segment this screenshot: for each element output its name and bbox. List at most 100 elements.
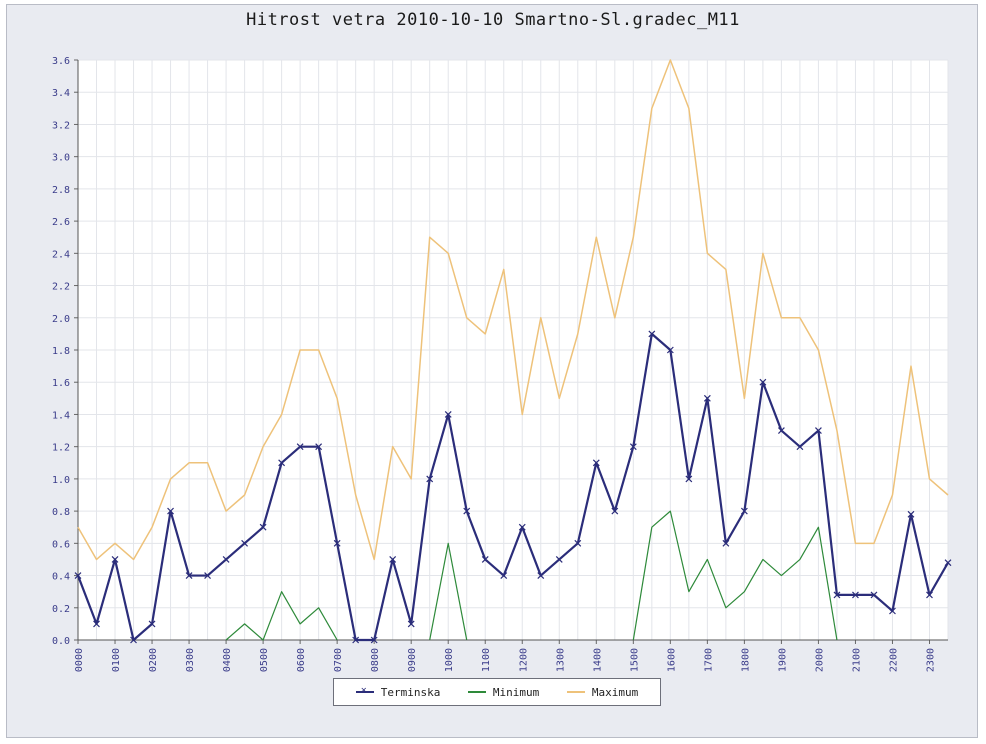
data-point-terminska: [703, 394, 711, 402]
y-tick-label: 0.2: [52, 604, 70, 615]
x-tick-label: 2100: [851, 648, 862, 672]
x-tick-label: 1600: [666, 648, 677, 672]
data-point-terminska: [481, 556, 489, 563]
x-tick-label: 0500: [259, 648, 270, 672]
data-point-terminska: [796, 443, 804, 451]
y-tick-label: 2.0: [52, 314, 70, 325]
x-tick-label: 0900: [407, 648, 418, 672]
y-tick-label: 0.6: [52, 539, 70, 550]
y-tick-label: 2.4: [52, 249, 70, 260]
y-tick-label: 3.4: [52, 88, 70, 99]
y-tick-label: 0.4: [52, 572, 70, 583]
data-point-terminska: [222, 556, 230, 563]
data-point-terminska: [518, 523, 526, 531]
data-point-terminska: [444, 411, 452, 418]
y-tick-label: 2.6: [52, 217, 70, 228]
series-line-minimum: [632, 510, 838, 641]
data-point-terminska: [259, 523, 267, 531]
data-point-terminska: [185, 572, 193, 579]
data-point-terminska: [93, 620, 100, 628]
y-tick-label: 1.0: [52, 475, 70, 486]
data-point-terminska: [759, 378, 767, 386]
data-point-terminska: [130, 636, 137, 644]
data-point-terminska: [833, 591, 841, 599]
data-point-terminska: [870, 591, 878, 599]
legend-item-maximum: Maximum: [566, 685, 639, 699]
data-point-terminska: [296, 443, 304, 451]
legend-label-minimum: Minimum: [492, 685, 540, 699]
legend-swatch-maximum: [566, 691, 585, 693]
y-tick-label: 1.6: [52, 378, 70, 389]
x-tick-label: 2000: [814, 648, 825, 672]
data-point-terminska: [537, 572, 545, 579]
y-tick-label: 2.2: [52, 282, 70, 293]
data-point-terminska: [167, 507, 174, 515]
y-tick-label: 0.8: [52, 507, 70, 518]
series-line-minimum: [225, 591, 338, 641]
x-tick-label: 1300: [555, 648, 566, 672]
y-tick-label: 3.2: [52, 120, 70, 131]
x-tick-label: 1800: [740, 648, 751, 672]
series-line-maximum: [77, 59, 949, 561]
data-point-terminska: [740, 507, 748, 515]
x-tick-label: 2300: [925, 648, 936, 672]
data-point-terminska: [852, 591, 859, 599]
data-point-terminska: [278, 459, 286, 467]
data-point-terminska: [629, 443, 637, 451]
data-point-terminska: [74, 572, 82, 579]
legend-label-terminska: Terminska: [380, 685, 441, 699]
x-tick-label: 1500: [629, 648, 640, 672]
y-tick-label: 0.0: [52, 636, 70, 647]
y-tick-label: 1.8: [52, 346, 70, 357]
x-tick-label: 1400: [592, 648, 603, 672]
data-point-terminska: [889, 607, 896, 615]
x-tick-label: 0400: [222, 648, 233, 672]
legend-swatch-minimum: [467, 691, 486, 693]
data-point-terminska: [666, 346, 674, 354]
data-point-terminska: [685, 475, 693, 483]
x-tick-label: 0000: [74, 648, 85, 672]
data-point-terminska: [815, 427, 822, 434]
data-point-terminska: [555, 556, 563, 563]
data-point-terminska: [574, 539, 582, 547]
data-point-terminska: [944, 559, 952, 567]
series-lines: [74, 59, 952, 644]
x-tick-label: 0100: [111, 648, 122, 672]
legend-item-minimum: Minimum: [467, 685, 540, 699]
data-point-terminska: [426, 475, 434, 483]
data-point-terminska: [907, 510, 915, 518]
x-tick-label: 2200: [888, 648, 899, 672]
x-tick-label: 1900: [777, 648, 788, 672]
data-point-terminska: [611, 507, 619, 515]
data-point-terminska: [370, 636, 378, 644]
data-point-terminska: [777, 427, 785, 434]
y-tick-label: 3.6: [52, 56, 70, 67]
data-point-terminska: [463, 507, 471, 515]
data-point-terminska: [500, 572, 508, 579]
legend: × Terminska Minimum Maximum: [333, 678, 661, 706]
y-tick-label: 1.2: [52, 443, 70, 454]
x-tick-label: 1000: [444, 648, 455, 672]
data-point-terminska: [389, 556, 397, 563]
y-tick-label: 2.8: [52, 185, 70, 196]
legend-label-maximum: Maximum: [591, 685, 639, 699]
data-point-terminska: [926, 591, 933, 599]
data-point-terminska: [241, 539, 249, 547]
data-point-terminska: [592, 459, 600, 467]
data-point-terminska: [352, 636, 360, 644]
axes: 0.0 0.2 0.4 0.6 0.8 1.0 1.2 1.4 1.6 1.8 2.0 2.2 2.4 2…: [52, 56, 948, 672]
data-point-terminska: [315, 443, 323, 451]
series-line-minimum: [429, 542, 468, 641]
x-tick-label: 0700: [333, 648, 344, 672]
data-point-terminska: [407, 620, 415, 628]
x-tick-label: 1200: [518, 648, 529, 672]
chart-title: Hitrost vetra 2010-10-10 Smartno-Sl.grad…: [246, 10, 740, 30]
x-tick-label: 1100: [481, 648, 492, 672]
x-tick-label: 1700: [703, 648, 714, 672]
x-tick-label: 0300: [185, 648, 196, 672]
data-point-terminska: [722, 539, 730, 547]
legend-swatch-terminska: ×: [355, 685, 374, 696]
y-tick-label: 1.4: [52, 410, 70, 421]
legend-item-terminska: × Terminska: [355, 685, 441, 699]
